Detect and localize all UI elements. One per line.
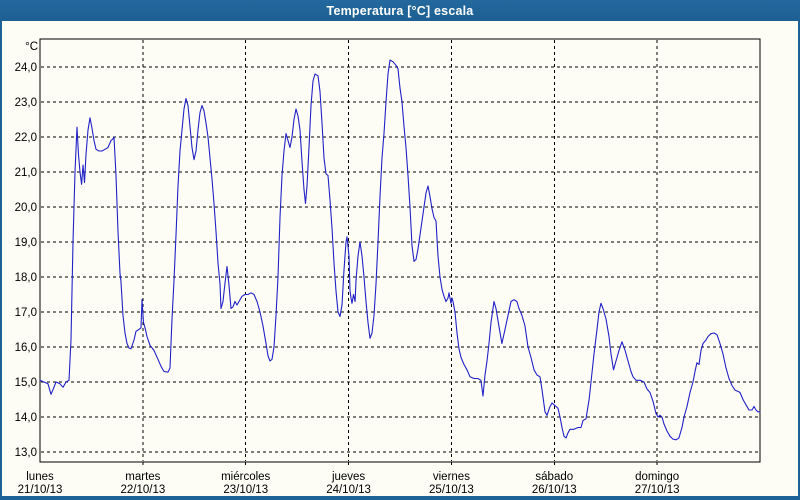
y-axis-tick-label: 17,0 (15, 307, 37, 319)
x-axis-day-label: sábado (535, 471, 573, 483)
y-axis-tick-label: 16,0 (15, 342, 37, 354)
temperature-line (39, 59, 761, 441)
plot-frame (39, 38, 761, 463)
x-axis-day-label: martes (125, 471, 160, 483)
x-axis-date-label: 21/10/13 (18, 484, 63, 496)
window-title: Temperatura [°C] escala (326, 3, 474, 18)
y-axis-tick-label: 14,0 (15, 412, 37, 424)
x-axis-date-label: 24/10/13 (326, 484, 371, 496)
x-axis-date-label: 23/10/13 (223, 484, 268, 496)
y-axis-tick-label: 13,0 (15, 447, 37, 459)
y-axis-tick-label: 20,0 (15, 202, 37, 214)
x-axis-day-label: miércoles (221, 471, 270, 483)
x-axis-date-label: 25/10/13 (429, 484, 474, 496)
title-bar: Temperatura [°C] escala (0, 0, 800, 21)
x-axis-date-label: 26/10/13 (532, 484, 577, 496)
y-axis-tick-label: 19,0 (15, 237, 37, 249)
y-axis-unit-label: °C (25, 41, 38, 53)
x-axis-date-label: 22/10/13 (120, 484, 165, 496)
y-axis-tick-label: 23,0 (15, 97, 37, 109)
y-axis-tick-label: 22,0 (15, 132, 37, 144)
x-axis-day-label: lunes (26, 471, 54, 483)
plot-background (2, 21, 798, 496)
y-axis-tick-label: 21,0 (15, 167, 37, 179)
chart-container: 24,0 23,0 22,0 21,0 20,0 19,0 18,0 17,0 16,0 15,0… (2, 21, 798, 496)
y-axis-tick-label: 15,0 (15, 377, 37, 389)
x-axis-day-label: jueves (331, 471, 365, 483)
y-gridlines-and-labels: 24,0 23,0 22,0 21,0 20,0 19,0 18,0 17,0 16,0 15,0… (15, 62, 759, 459)
x-axis-day-label: viernes (433, 471, 470, 483)
x-axis-date-label: 27/10/13 (635, 484, 680, 496)
y-axis-tick-label: 18,0 (15, 272, 37, 284)
y-axis-tick-label: 24,0 (15, 62, 37, 74)
temperature-chart: 24,0 23,0 22,0 21,0 20,0 19,0 18,0 17,0 16,0 15,0… (2, 21, 798, 496)
x-axis-day-label: domingo (635, 471, 679, 483)
